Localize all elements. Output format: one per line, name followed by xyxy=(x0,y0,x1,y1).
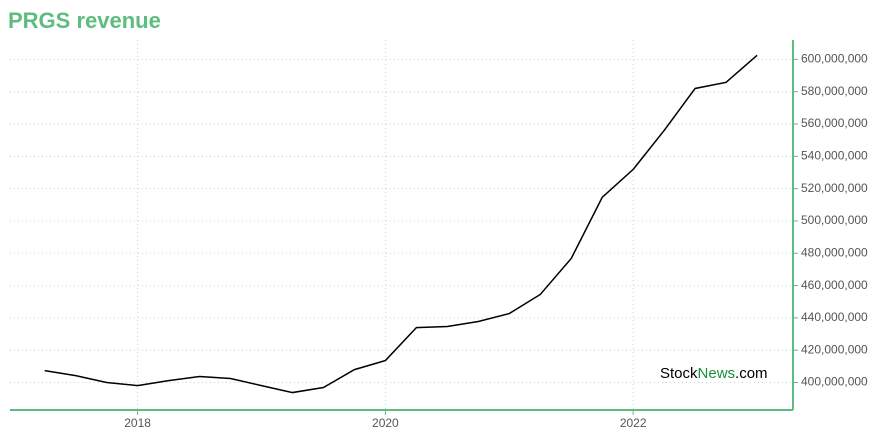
y-tick-label: 500,000,000 xyxy=(801,213,868,227)
x-tick-label: 2018 xyxy=(124,416,151,430)
y-tick-label: 600,000,000 xyxy=(801,52,868,66)
y-tick-label: 580,000,000 xyxy=(801,84,868,98)
y-tick-label: 400,000,000 xyxy=(801,375,868,389)
y-tick-label: 540,000,000 xyxy=(801,149,868,163)
watermark: StockNews.com xyxy=(660,365,768,382)
watermark-part: Stock xyxy=(660,365,698,382)
chart-title: PRGS revenue xyxy=(8,8,161,33)
y-tick-label: 460,000,000 xyxy=(801,278,868,292)
line xyxy=(44,54,758,394)
y-tick-label: 520,000,000 xyxy=(801,181,868,195)
watermark-part: News xyxy=(698,365,736,382)
x-tick-label: 2020 xyxy=(372,416,399,430)
y-tick-label: 480,000,000 xyxy=(801,245,868,259)
y-tick-label: 420,000,000 xyxy=(801,342,868,356)
y-tick-label: 560,000,000 xyxy=(801,116,868,130)
watermark-part: .com xyxy=(735,365,768,382)
y-tick-label: 440,000,000 xyxy=(801,310,868,324)
x-tick-label: 2022 xyxy=(620,416,647,430)
